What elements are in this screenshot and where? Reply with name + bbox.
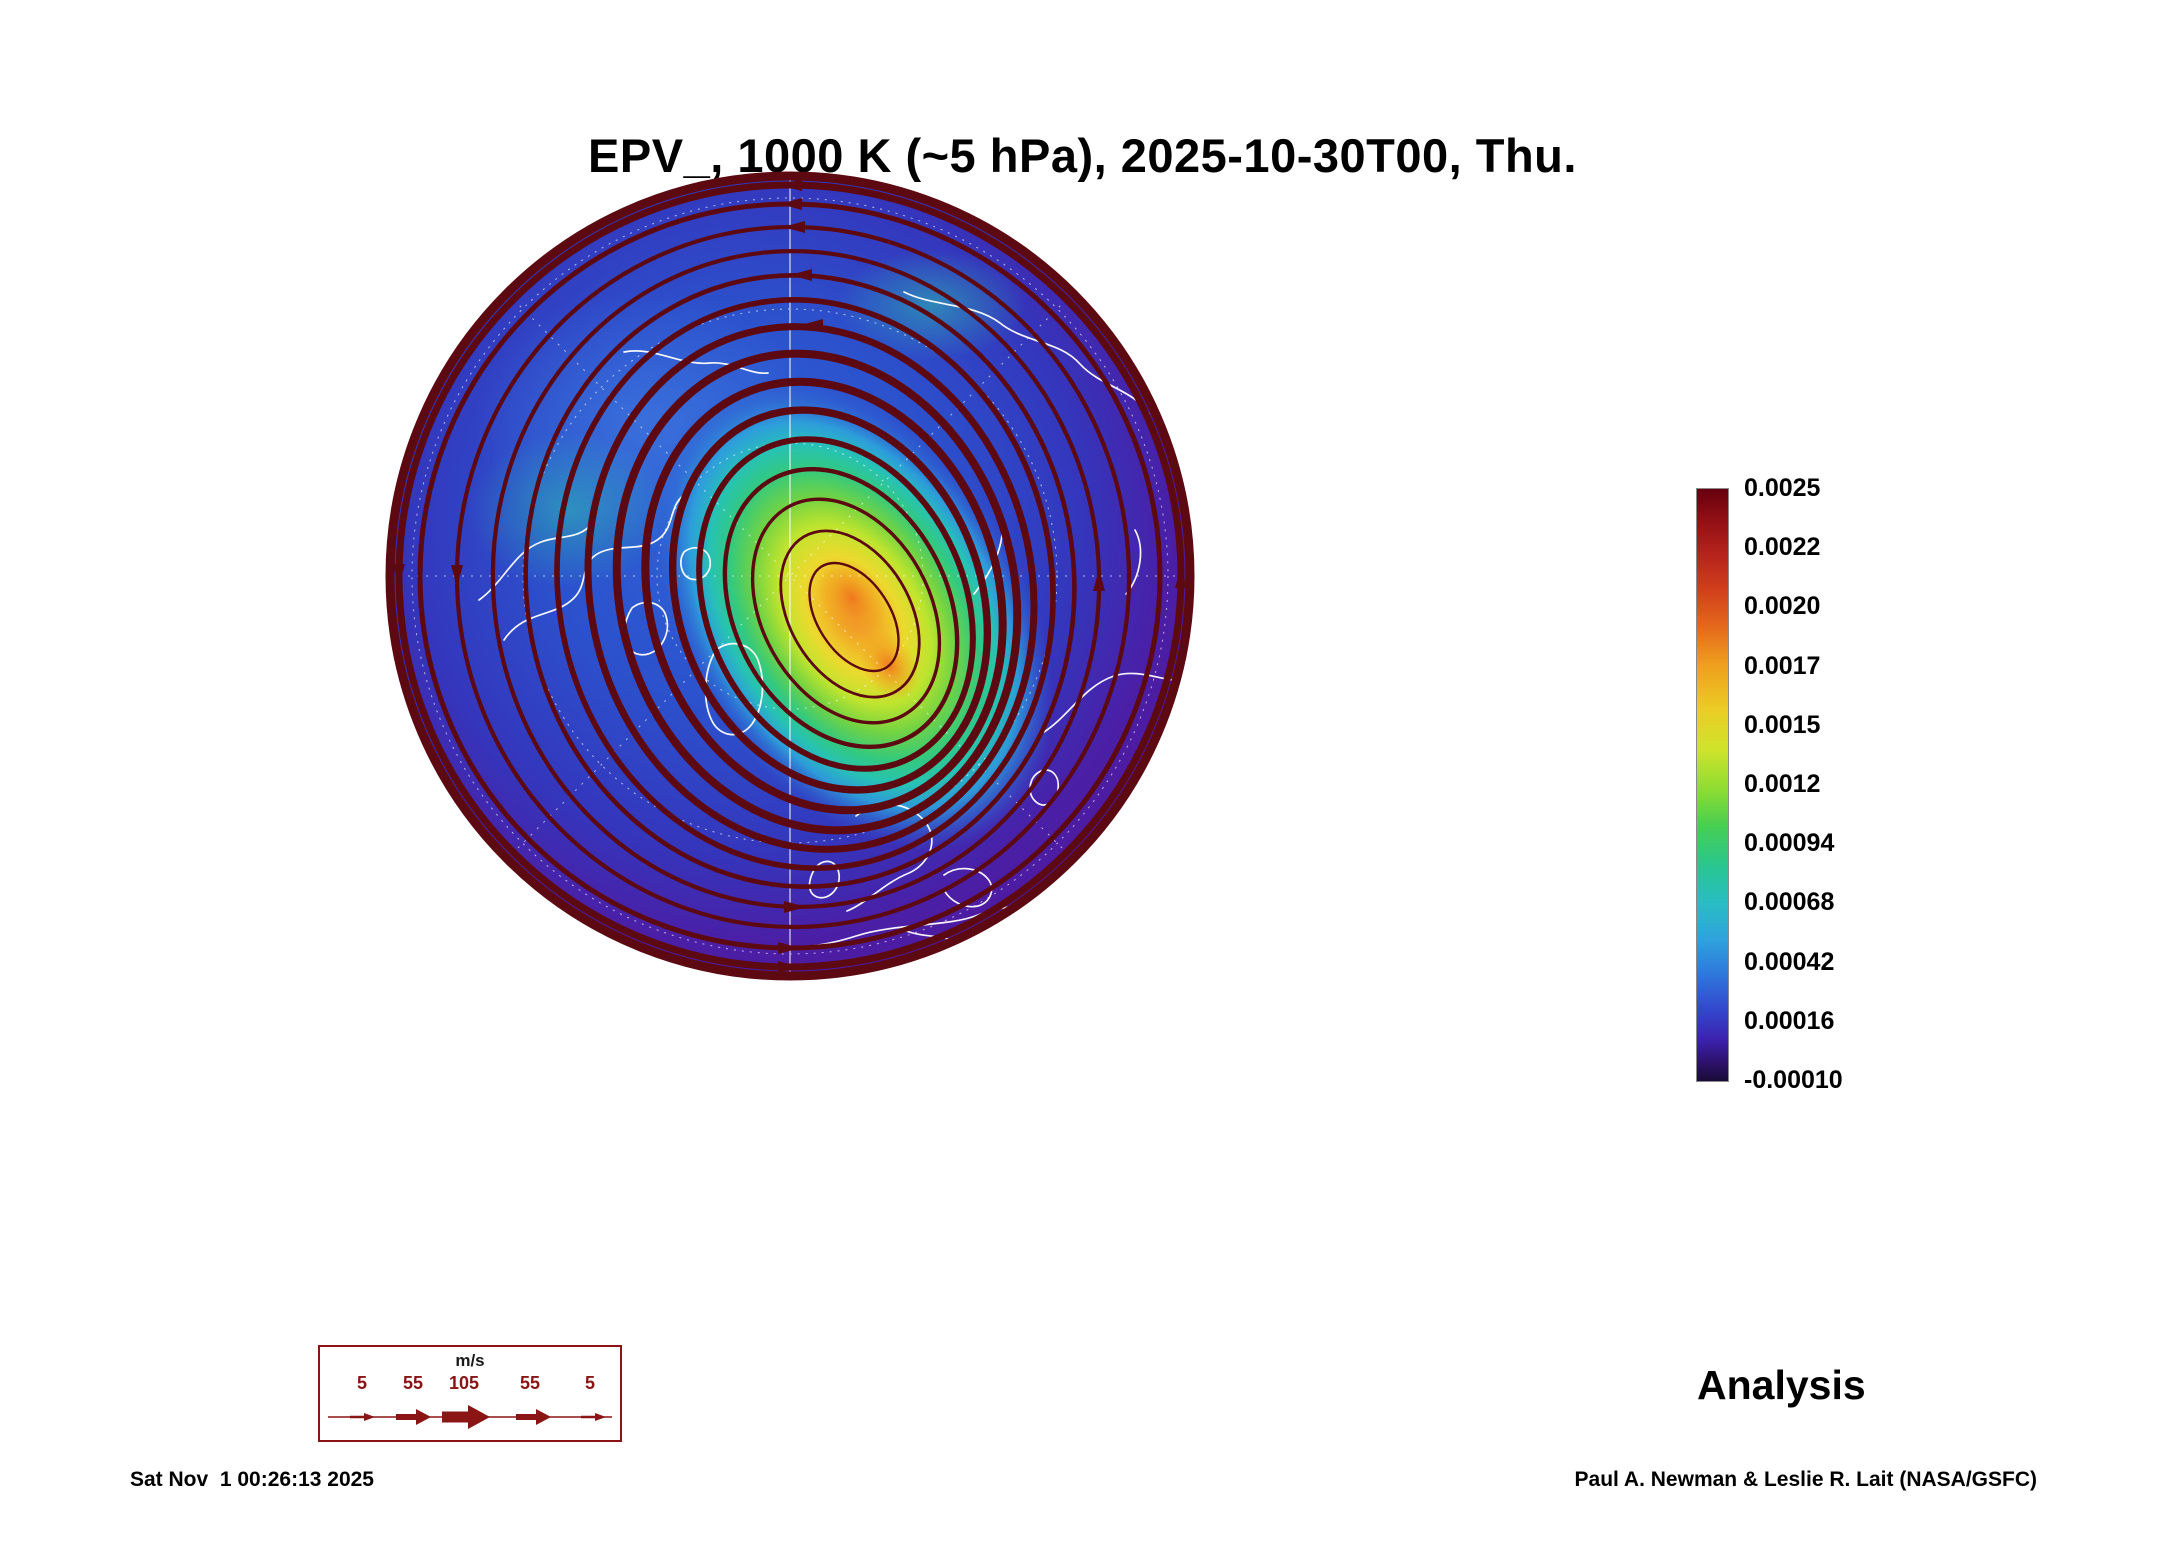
colorbar-tick-label: 0.0022 xyxy=(1744,533,1821,562)
credit: Paul A. Newman & Leslie R. Lait (NASA/GS… xyxy=(1574,1468,2037,1491)
colorbar-tick-labels: 0.0025 0.0022 0.0020 0.0017 0.0015 0.001… xyxy=(1744,474,1843,1094)
plot-title: EPV_, 1000 K (~5 hPa), 2025-10-30T00, Th… xyxy=(588,129,1577,182)
wind-speed-tick: 5 xyxy=(584,1373,596,1393)
colorbar-tick-label: -0.00010 xyxy=(1744,1065,1843,1094)
timestamp: Sat Nov 1 00:26:13 2025 xyxy=(130,1468,374,1491)
colorbar-tick-label: 0.0020 xyxy=(1744,592,1821,621)
colorbar-tick-label: 0.00068 xyxy=(1744,888,1835,917)
epv-map-canvas xyxy=(385,171,1195,981)
colorbar-tick-label: 0.0015 xyxy=(1744,710,1821,739)
graticule xyxy=(390,176,1190,976)
colorbar-tick-label: 0.0017 xyxy=(1744,651,1821,680)
analysis-label: Analysis xyxy=(1697,1362,1866,1408)
wind-speed-tick: 105 xyxy=(448,1373,480,1393)
colorbar-tick-label: 0.0025 xyxy=(1744,474,1821,502)
colorbar-gradient xyxy=(1696,488,1729,1082)
colorbar-tick-label: 0.0012 xyxy=(1744,769,1821,798)
streamline-arrows xyxy=(393,179,1187,973)
wind-speed-tick: 55 xyxy=(402,1373,424,1393)
colorbar-tick-label: 0.00016 xyxy=(1744,1006,1835,1035)
polar-stereographic-map xyxy=(384,170,1196,982)
wind-unit-label: m/s xyxy=(455,1351,485,1370)
wind-speed-tick: 5 xyxy=(356,1373,368,1393)
colorbar-tick-label: 0.00042 xyxy=(1744,947,1835,976)
wind-speed-values: 5 55 105 55 5 xyxy=(320,1373,620,1395)
wind-legend: m/s 5 55 105 55 5 xyxy=(318,1345,622,1442)
wind-speed-tick: 55 xyxy=(519,1373,541,1393)
map-rim xyxy=(385,171,1195,981)
colorbar-tick-label: 0.00094 xyxy=(1744,829,1835,858)
wind-arrow-scale xyxy=(328,1405,612,1429)
